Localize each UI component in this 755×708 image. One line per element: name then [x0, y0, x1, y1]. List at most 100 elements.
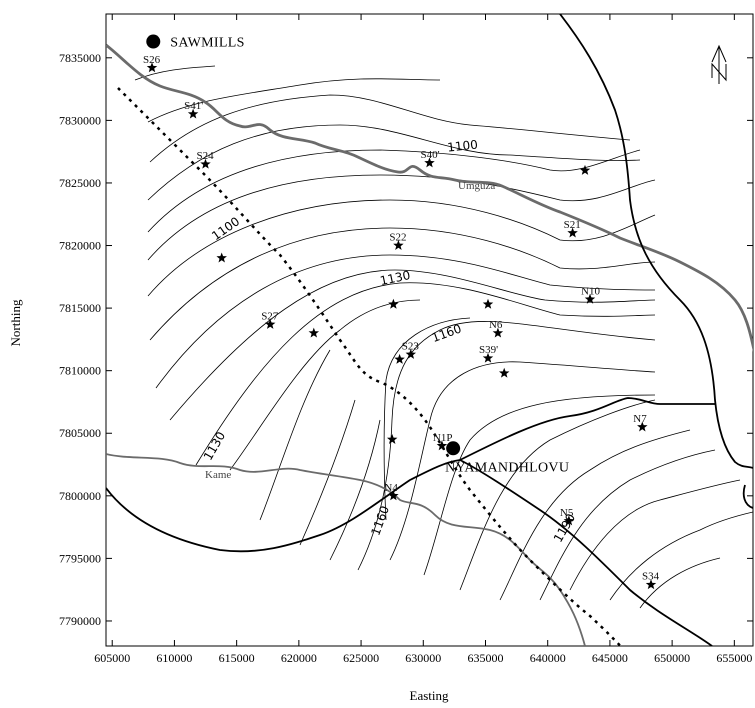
y-axis-ticks: 7835000 7830000 7825000 7820000 7815000 78100…: [59, 51, 753, 628]
x-tick-label: 615000: [219, 651, 255, 665]
contour-line: [389, 361, 656, 561]
site-label: S24: [197, 150, 215, 162]
contour-line: [229, 299, 421, 471]
y-tick-label: 7835000: [59, 51, 101, 65]
site-star-icon: [579, 164, 591, 175]
contour-line: [147, 124, 641, 201]
contour-line: [383, 317, 471, 521]
x-tick-label: 650000: [654, 651, 690, 665]
contour-line: [169, 269, 656, 421]
plot-frame: [105, 13, 754, 647]
monitoring-sites: S26 S41' S24 S40' S21 S22 N10 S27 N6 S23 S39' N1P N7…: [143, 54, 660, 590]
site-label: S34: [642, 571, 660, 583]
site-star-icon: [187, 108, 199, 119]
site-label: S39': [479, 344, 498, 356]
y-axis-title: Northing: [8, 299, 23, 346]
x-tick-label: 610000: [156, 651, 192, 665]
map-content: 1100 1100 1130 1130 1160 1160 1190 Umguz…: [106, 14, 753, 646]
site-star-icon: [388, 490, 399, 501]
x-tick-label: 625000: [343, 651, 379, 665]
site-label: S40': [421, 149, 440, 161]
contour-label: 1130: [201, 429, 228, 462]
x-tick-label: 630000: [405, 651, 441, 665]
site-star-icon: [424, 157, 435, 168]
x-tick-label: 645000: [592, 651, 628, 665]
y-tick-label: 7790000: [59, 614, 101, 628]
y-tick-label: 7825000: [59, 176, 101, 190]
site-star-icon: [637, 421, 648, 432]
y-tick-label: 7795000: [59, 551, 101, 565]
site-label: S22: [389, 232, 406, 244]
contour-label: 1160: [368, 504, 392, 537]
site-star-icon: [388, 298, 399, 309]
contour-line: [147, 174, 656, 261]
site-label: N10: [581, 285, 600, 297]
y-tick-label: 7830000: [59, 113, 101, 127]
site-star-icon: [393, 240, 404, 250]
contour-line: [609, 511, 753, 601]
y-tick-label: 7805000: [59, 426, 101, 440]
x-tick-label: 640000: [530, 651, 566, 665]
x-axis-ticks: 605000 610000 615000 620000 625000 630000 6350…: [94, 14, 752, 665]
x-tick-label: 635000: [467, 651, 503, 665]
x-axis-title: Easting: [410, 688, 449, 703]
contour-line: [459, 399, 656, 591]
site-star-icon: [567, 227, 578, 238]
towns: SAWMILLS NYAMANDHLOVU: [146, 34, 569, 475]
site-label: N1P: [433, 432, 453, 444]
umguza-river-label: Umguza: [458, 180, 495, 192]
town-label: NYAMANDHLOVU: [445, 460, 569, 475]
site-star-icon: [563, 515, 575, 526]
site-label: S41': [184, 100, 203, 112]
contour-label: 1130: [379, 268, 412, 288]
road-network: [106, 459, 713, 646]
site-star-icon: [482, 298, 494, 309]
y-tick-label: 7810000: [59, 364, 101, 378]
site-star-icon: [146, 62, 158, 73]
site-label: S21: [564, 219, 581, 231]
y-tick-label: 7800000: [59, 489, 101, 503]
site-label: N4: [384, 482, 398, 494]
rivers-and-roads: [106, 14, 753, 646]
site-star-icon: [308, 327, 320, 338]
site-star-icon: [584, 293, 596, 304]
town-marker-icon: [446, 441, 461, 456]
x-tick-label: 655000: [716, 651, 752, 665]
site-star-icon: [394, 353, 405, 364]
contour-line: [259, 349, 331, 521]
x-tick-label: 620000: [281, 651, 317, 665]
road-segment: [459, 397, 715, 461]
contour-line: [329, 419, 381, 561]
site-star-icon: [216, 252, 227, 263]
town-label: SAWMILLS: [170, 36, 244, 51]
y-tick-label: 7820000: [59, 239, 101, 253]
x-tick-label: 605000: [94, 651, 130, 665]
contour-line: [569, 479, 741, 591]
north-arrow-icon: [711, 44, 727, 84]
contour-line: [147, 199, 656, 297]
water-level-contours: [134, 65, 753, 609]
contour-line: [155, 254, 656, 389]
contour-line: [423, 394, 656, 576]
contour-line: [149, 94, 631, 163]
site-label: S23: [402, 340, 420, 352]
site-star-icon: [492, 327, 504, 338]
site-label: N5: [560, 507, 574, 519]
contour-line: [147, 149, 641, 233]
site-star-icon: [264, 318, 276, 329]
site-star-icon: [386, 434, 398, 444]
site-label: N6: [489, 319, 503, 331]
site-star-icon: [436, 440, 448, 451]
contour-line: [499, 429, 691, 601]
railway-track: [117, 87, 623, 646]
contour-label: 1100: [209, 214, 242, 243]
contour-line: [147, 78, 441, 123]
river-segment: [742, 484, 753, 509]
contour-line: [639, 557, 721, 609]
contour-label: 1100: [447, 137, 479, 154]
site-star-icon: [200, 158, 211, 169]
site-label: S26: [143, 54, 161, 66]
site-star-icon: [498, 367, 510, 378]
kame-river-label: Kame: [205, 469, 231, 481]
